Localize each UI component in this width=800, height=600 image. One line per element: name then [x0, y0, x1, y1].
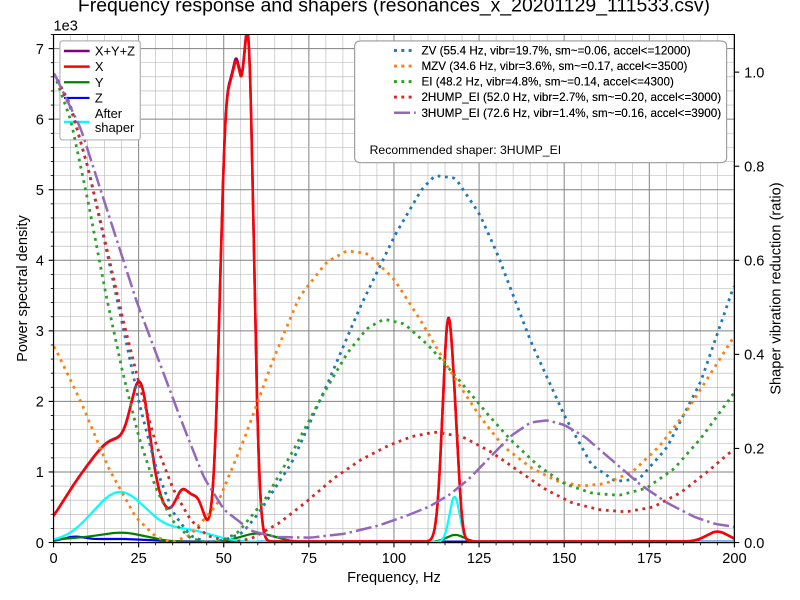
svg-text:shaper: shaper [95, 120, 135, 135]
svg-text:0: 0 [36, 536, 44, 552]
svg-text:75: 75 [301, 551, 317, 567]
svg-text:0.6: 0.6 [744, 254, 764, 270]
svg-text:4: 4 [36, 254, 44, 270]
svg-text:6: 6 [36, 112, 44, 128]
svg-text:ZV (55.4 Hz, vibr=19.7%, sm~=0: ZV (55.4 Hz, vibr=19.7%, sm~=0.06, accel… [421, 45, 690, 58]
svg-text:After: After [95, 106, 123, 121]
svg-text:0.2: 0.2 [744, 442, 764, 458]
svg-text:2HUMP_EI (52.0 Hz, vibr=2.7%,: 2HUMP_EI (52.0 Hz, vibr=2.7%, sm~=0.20, … [421, 91, 721, 104]
svg-text:5: 5 [36, 183, 44, 199]
svg-text:100: 100 [382, 551, 406, 567]
svg-text:2: 2 [36, 395, 44, 411]
svg-text:175: 175 [637, 551, 661, 567]
svg-text:0.0: 0.0 [744, 536, 764, 552]
svg-text:3HUMP_EI (72.6 Hz, vibr=1.4%,: 3HUMP_EI (72.6 Hz, vibr=1.4%, sm~=0.16, … [421, 107, 721, 120]
svg-text:1.0: 1.0 [744, 65, 764, 81]
svg-text:Y: Y [95, 75, 104, 90]
svg-text:X+Y+Z: X+Y+Z [95, 43, 135, 58]
svg-text:3: 3 [36, 324, 44, 340]
svg-text:Recommended shaper: 3HUMP_EI: Recommended shaper: 3HUMP_EI [370, 143, 562, 157]
svg-text:Shaper vibration reduction (ra: Shaper vibration reduction (ratio) [769, 182, 785, 394]
svg-text:0: 0 [49, 551, 57, 567]
svg-text:MZV (34.6 Hz, vibr=3.6%, sm~=0: MZV (34.6 Hz, vibr=3.6%, sm~=0.17, accel… [421, 60, 687, 73]
svg-text:1e3: 1e3 [54, 18, 78, 34]
svg-text:200: 200 [722, 551, 746, 567]
svg-text:25: 25 [131, 551, 147, 567]
svg-text:125: 125 [467, 551, 491, 567]
svg-text:0.8: 0.8 [744, 159, 764, 175]
svg-text:EI (48.2 Hz, vibr=4.8%, sm~=0.: EI (48.2 Hz, vibr=4.8%, sm~=0.14, accel<… [421, 76, 673, 89]
svg-text:Z: Z [95, 90, 103, 105]
svg-text:Frequency, Hz: Frequency, Hz [347, 570, 441, 586]
svg-text:Frequency response and shapers: Frequency response and shapers (resonanc… [78, 0, 710, 16]
svg-text:150: 150 [552, 551, 576, 567]
svg-text:50: 50 [216, 551, 232, 567]
svg-text:Power spectral density: Power spectral density [15, 214, 31, 361]
svg-text:0.4: 0.4 [744, 348, 764, 364]
svg-text:1: 1 [36, 465, 44, 481]
svg-text:7: 7 [36, 42, 44, 58]
svg-text:X: X [95, 59, 104, 74]
